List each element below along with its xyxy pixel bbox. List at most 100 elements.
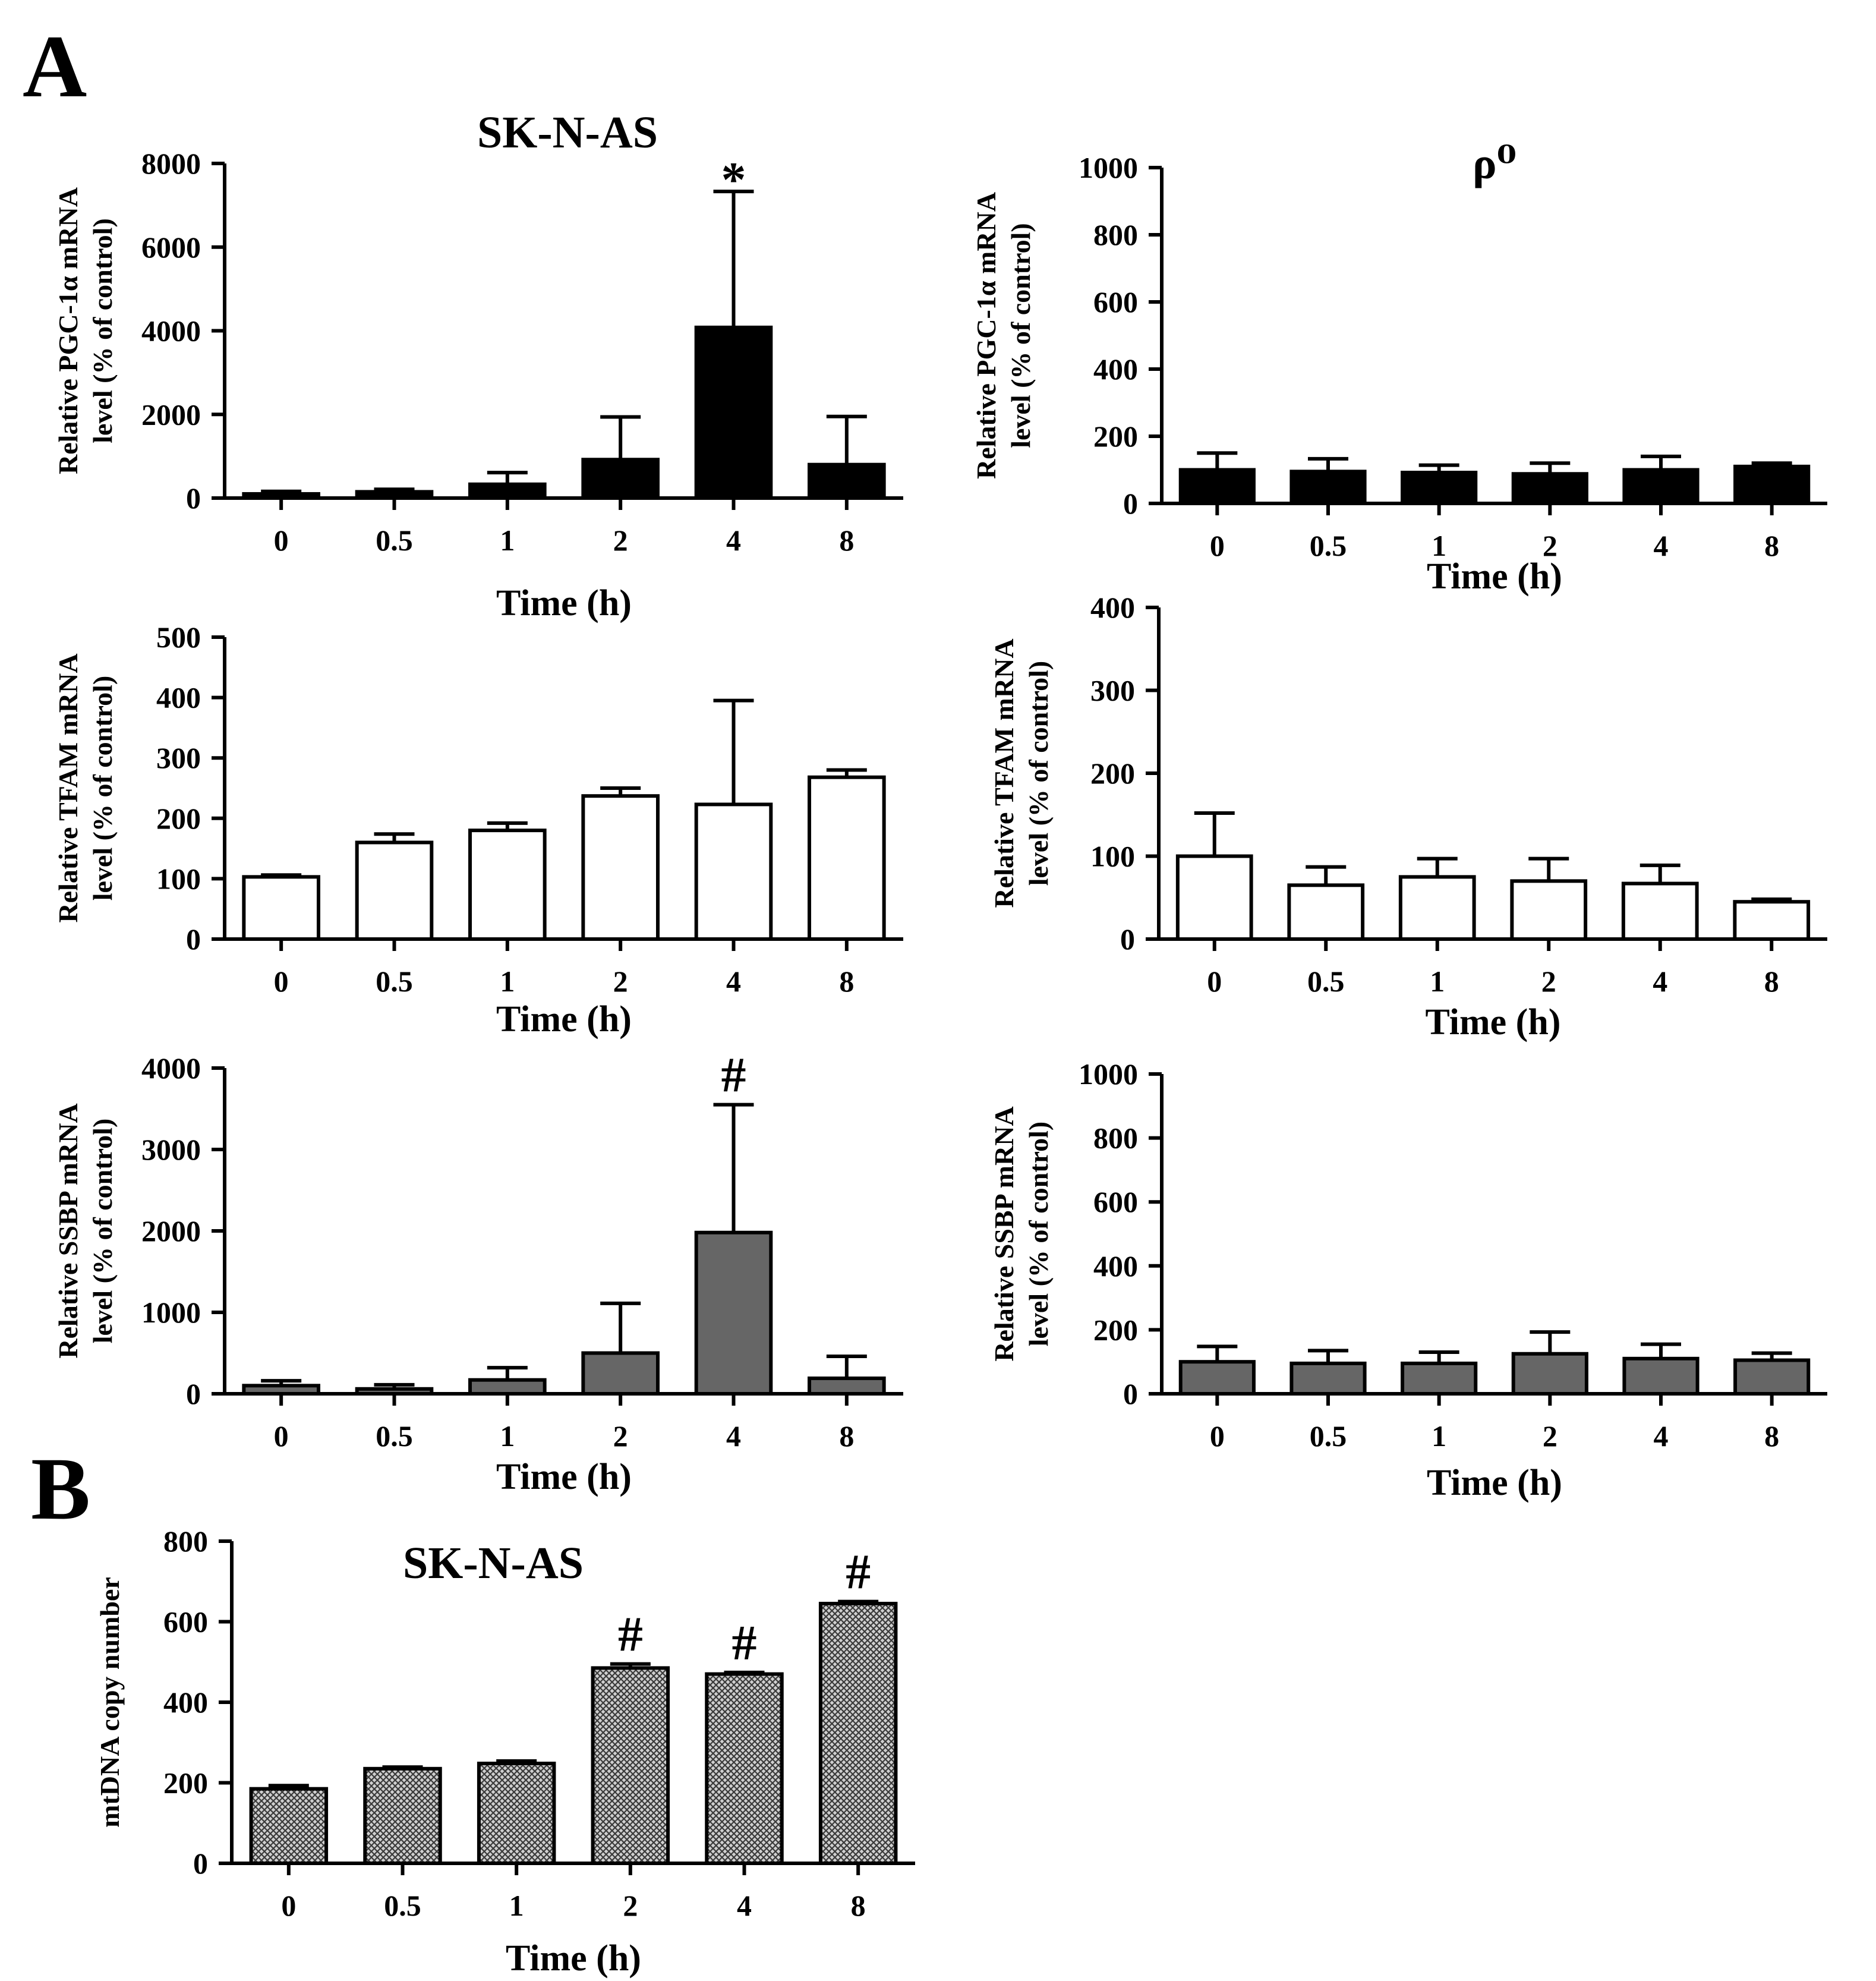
x-tick-label: 8 [839,965,854,998]
bar-4h [1621,881,1699,941]
bar-0_5h [355,490,434,500]
x-tick-label: 0 [1207,965,1222,998]
y-tick-label: 0 [193,1847,208,1880]
bar-0h [1175,854,1253,941]
panel-label-a: A [23,17,87,116]
y-tick-label: 200 [163,1766,208,1800]
panel-label-b: B [31,1440,90,1538]
bar-4h [694,802,773,941]
bar-8h [1733,1358,1811,1396]
x-tick-label: 4 [726,965,741,998]
y-tick-label: 1000 [1079,1057,1138,1091]
chart-title: SK-N-AS [403,1538,584,1588]
chart-pgc-skn: 0 2000 4000 6000 8000 0 0.5 1 2 4 8 * SK-N-AS Time (h… [53,108,903,623]
x-tick-label: 8 [851,1889,866,1922]
x-axis-label: Time (h) [1427,1463,1562,1503]
x-tick-label: 8 [839,1419,854,1453]
x-tick-label: 2 [613,1419,628,1453]
y-tick-label: 2000 [141,398,201,431]
x-tick-label: 0 [1210,529,1225,562]
bar-4h [1622,1356,1700,1396]
bar-1h [468,829,547,941]
bar-0h [1178,1360,1256,1396]
y-tick-label: 200 [1093,1313,1138,1346]
y-tick-label: 400 [1093,1249,1138,1283]
y-axis-label: level (% of control) [87,218,118,443]
chart-pgc-rho: 0 200 400 600 800 1000 0 0.5 1 2 4 8 ρ⁰ Time (h) Relat… [971,138,1827,597]
x-tick-label: 8 [1764,529,1779,562]
significance-mark: # [732,1615,757,1671]
x-tick-label: 0 [274,965,289,998]
x-tick-label: 0.5 [1307,965,1345,998]
x-tick-label: 2 [1543,529,1557,562]
bar-0h [249,1787,329,1866]
x-tick-label: 2 [623,1889,638,1922]
x-tick-label: 4 [726,524,741,557]
y-axis-label: level (% of control) [1023,661,1054,886]
y-tick-label: 300 [156,741,201,774]
x-tick-label: 4 [1653,965,1667,998]
bar-4h [694,1230,773,1396]
bar-2h [581,794,660,941]
y-tick-label: 1000 [1079,151,1138,184]
y-tick-label: 200 [156,802,201,835]
x-tick-label: 8 [1764,1419,1779,1453]
y-tick-label: 500 [156,621,201,654]
bar-1h [1401,1361,1478,1396]
y-tick-label: 100 [156,862,201,895]
y-tick-label: 6000 [141,231,201,264]
x-tick-label: 1 [500,524,515,557]
bar-0_5h [1287,883,1365,941]
y-tick-label: 300 [1090,674,1135,707]
x-tick-label: 4 [1654,529,1669,562]
y-tick-label: 400 [1090,591,1135,624]
chart-title: ρ⁰ [1473,138,1516,188]
significance-mark: # [846,1545,871,1600]
y-axis-label: level (% of control) [87,1119,118,1344]
bar-8h [1733,464,1811,505]
bar-8h [808,775,886,941]
y-axis-label: Relative PGC-1α mRNA [971,192,1001,479]
x-tick-label: 0.5 [376,965,413,998]
y-tick-label: 100 [1090,840,1135,873]
x-axis-label: Time (h) [496,999,632,1040]
y-tick-label: 800 [163,1525,208,1558]
y-tick-label: 0 [1123,487,1138,520]
bar-1h [1398,875,1476,941]
y-axis-label: level (% of control) [1005,223,1036,448]
chart-mtdna-skn: 0 200 400 600 800 0 0.5 1 2 4 8 # # # SK-N-AS Time (h) m… [94,1525,915,1979]
bar-2h [591,1666,670,1866]
bar-0_5h [355,1387,434,1396]
chart-tfam-rho: 0 100 200 300 400 0 0.5 1 2 4 8 Time (h) Relative TF… [989,591,1827,1043]
bar-1h [468,1378,547,1396]
bar-1h [468,482,547,500]
x-tick-label: 0 [281,1889,296,1922]
x-tick-label: 0 [274,524,289,557]
bar-8h [808,1376,886,1396]
chart-tfam-skn: 0 100 200 300 400 500 0 0.5 1 2 4 8 Time (h) Relative… [53,621,903,1040]
y-axis-label: Relative TFAM mRNA [989,638,1019,908]
y-axis-label: level (% of control) [1023,1122,1054,1347]
x-axis-label: Time (h) [496,1457,632,1497]
x-axis-label: Time (h) [496,583,632,623]
bar-4h [705,1672,784,1865]
x-tick-label: 1 [1432,529,1446,562]
x-tick-label: 0.5 [376,524,413,557]
significance-mark: # [618,1607,643,1662]
bar-2h [1510,879,1588,941]
bar-8h [1733,900,1811,941]
bar-8h [818,1602,898,1865]
y-tick-label: 0 [186,1377,201,1410]
y-axis-label: Relative SSBP mRNA [989,1106,1019,1361]
bar-1h [1401,471,1478,506]
x-tick-label: 0.5 [384,1889,421,1922]
bar-0h [242,492,320,500]
y-tick-label: 8000 [141,147,201,180]
x-tick-label: 1 [509,1889,524,1922]
x-tick-label: 1 [1432,1419,1446,1453]
y-axis-label: Relative SSBP mRNA [53,1103,83,1358]
bar-0_5h [363,1766,442,1866]
bar-0h [242,1384,320,1396]
